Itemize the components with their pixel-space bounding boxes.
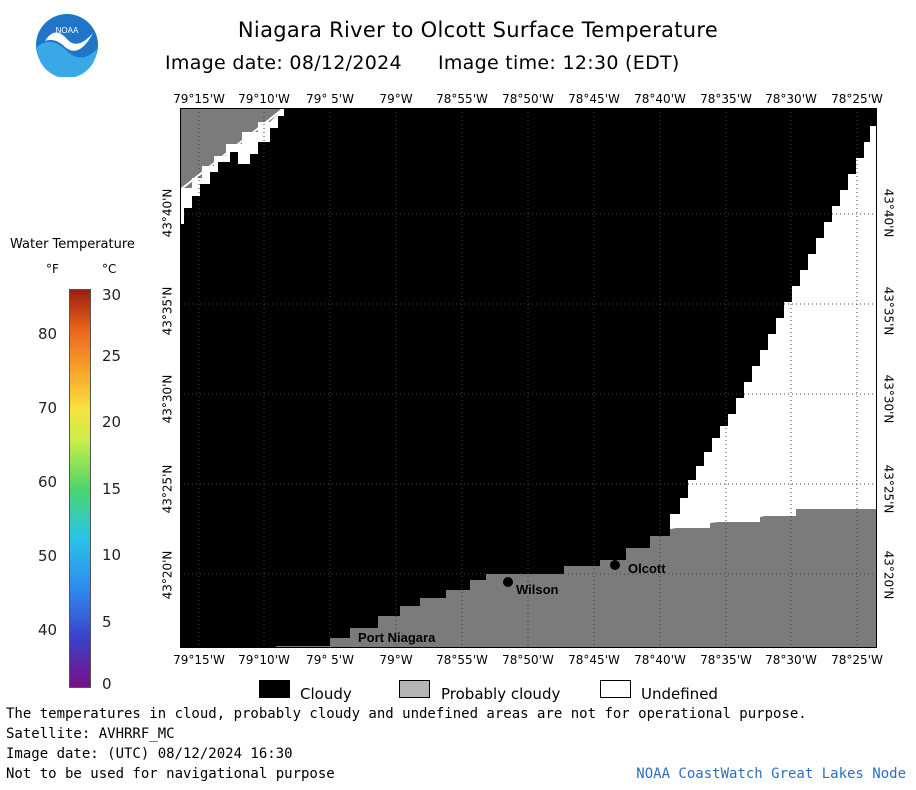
place-label-olcott: Olcott — [628, 561, 666, 576]
lat-label: 43°25'N — [881, 464, 896, 514]
lon-label: 79° 5'W — [306, 92, 354, 106]
c-tick-30: 30 — [102, 286, 122, 304]
lon-label: 78°50'W — [502, 653, 554, 667]
c-tick-20: 20 — [102, 413, 122, 431]
lat-label: 43°40'N — [881, 188, 896, 238]
unit-celsius: °C — [102, 262, 117, 276]
wilson-marker — [503, 577, 513, 587]
cloud-mask — [180, 108, 877, 648]
image-datetime: Image date: 08/12/2024 Image time: 12:30 … — [165, 52, 680, 74]
footer-note: The temperatures in cloud, probably clou… — [6, 706, 807, 722]
f-tick-60: 60 — [38, 473, 58, 491]
undefined-swatch — [600, 680, 631, 698]
lon-label: 78°40'W — [634, 653, 686, 667]
lon-label: 78°55'W — [436, 653, 488, 667]
logo-text: NOAA — [56, 26, 79, 35]
lat-label: 43°35'N — [160, 286, 175, 336]
lat-label: 43°30'N — [160, 374, 175, 424]
place-label-port-niagara: Port Niagara — [358, 630, 436, 645]
f-tick-70: 70 — [38, 399, 58, 417]
cloudy-swatch — [259, 680, 290, 698]
place-label-wilson: Wilson — [516, 582, 559, 597]
temperature-colorbar — [69, 289, 91, 688]
f-tick-50: 50 — [38, 547, 58, 565]
footer-credit: NOAA CoastWatch Great Lakes Node — [636, 766, 906, 782]
image-time: Image time: 12:30 (EDT) — [437, 52, 680, 74]
probably-cloudy-swatch — [399, 680, 430, 698]
lat-label: 43°35'N — [881, 286, 896, 336]
cloudy-label: Cloudy — [300, 685, 352, 703]
lon-label: 78°50'W — [502, 92, 554, 106]
lon-label: 78°35'W — [700, 92, 752, 106]
lon-label: 78°45'W — [568, 92, 620, 106]
map-title: Niagara River to Olcott Surface Temperat… — [237, 18, 719, 42]
footer-utc-date: Image date: (UTC) 08/12/2024 16:30 — [6, 746, 293, 762]
lon-label: 79°W — [379, 653, 413, 667]
noaa-logo: NOAA — [36, 14, 98, 77]
footer-nav-warning: Not to be used for navigational purpose — [6, 766, 335, 782]
lat-label: 43°25'N — [160, 464, 175, 514]
graticule — [180, 108, 877, 648]
lon-label: 78°30'W — [765, 653, 817, 667]
lon-label: 78°25'W — [831, 653, 883, 667]
map-panel: Wilson Olcott Port Niagara — [180, 108, 877, 648]
lon-label: 78°30'W — [765, 92, 817, 106]
lat-label: 43°20'N — [160, 550, 175, 600]
lon-labels-bottom: 79°15'W 79°10'W 79° 5'W 79°W 78°55'W 78°… — [0, 653, 916, 669]
lat-label: 43°30'N — [881, 374, 896, 424]
f-tick-80: 80 — [38, 325, 58, 343]
lat-label: 43°40'N — [160, 188, 175, 238]
f-tick-40: 40 — [38, 621, 58, 639]
lon-label: 78°40'W — [634, 92, 686, 106]
olcott-marker — [610, 560, 620, 570]
legend-title: Water Temperature — [10, 237, 135, 252]
footer-satellite: Satellite: AVHRRF_MC — [6, 726, 175, 742]
lon-label: 79°15'W — [173, 92, 225, 106]
lon-label: 78°25'W — [831, 92, 883, 106]
lon-label: 79°10'W — [238, 92, 290, 106]
c-tick-25: 25 — [102, 347, 122, 365]
lat-label: 43°20'N — [881, 550, 896, 600]
lon-label: 79°W — [379, 92, 413, 106]
lon-label: 78°45'W — [568, 653, 620, 667]
lon-label: 79°10'W — [238, 653, 290, 667]
c-tick-5: 5 — [102, 613, 112, 631]
lon-labels-top: 79°15'W 79°10'W 79° 5'W 79°W 78°55'W 78°… — [0, 92, 916, 108]
lon-label: 78°55'W — [436, 92, 488, 106]
c-tick-0: 0 — [102, 675, 112, 693]
unit-fahrenheit: °F — [46, 262, 59, 276]
lon-label: 79°15'W — [173, 653, 225, 667]
land-south-shore — [276, 508, 877, 648]
lon-label: 79° 5'W — [306, 653, 354, 667]
c-tick-15: 15 — [102, 480, 122, 498]
image-date: Image date: 08/12/2024 — [165, 52, 402, 74]
lon-label: 78°35'W — [700, 653, 752, 667]
probably-cloudy-label: Probably cloudy — [441, 685, 561, 703]
c-tick-10: 10 — [102, 546, 122, 564]
undefined-label: Undefined — [641, 685, 718, 703]
